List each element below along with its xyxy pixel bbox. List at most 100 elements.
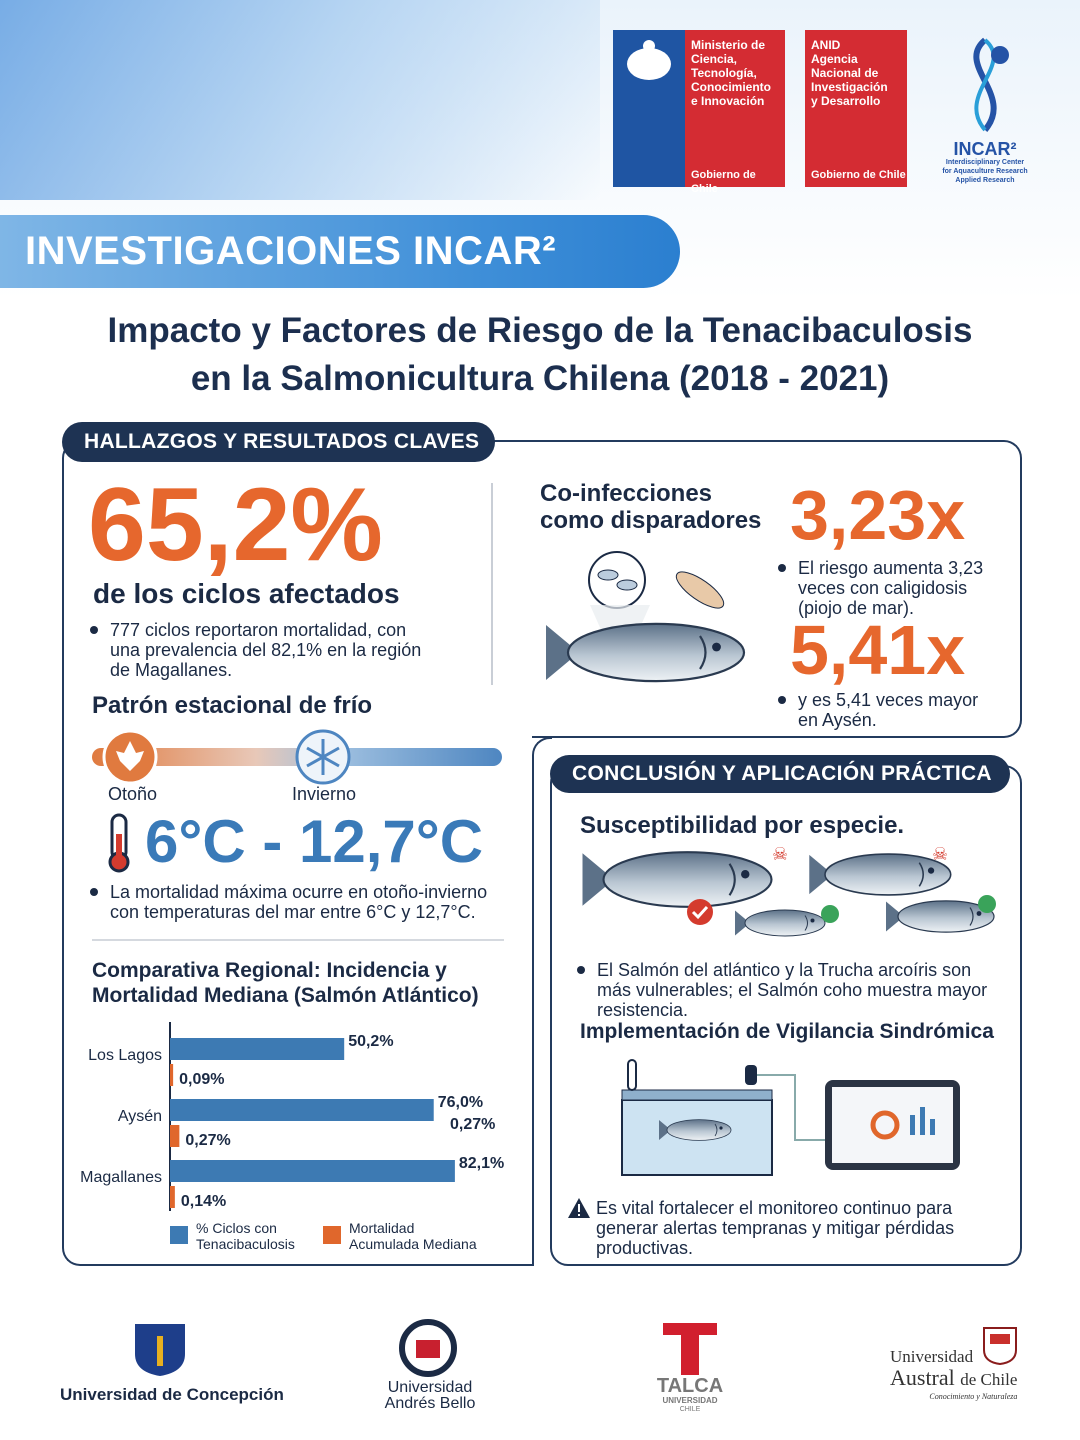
coinfection-illustration xyxy=(544,551,746,683)
autumn-icon xyxy=(102,729,158,785)
risk-figure: 5,41x xyxy=(790,611,966,689)
legend-label: % Ciclos con Tenacibaculosis xyxy=(196,1220,295,1252)
bar xyxy=(170,1186,175,1208)
utalca-emblem xyxy=(663,1323,717,1375)
coinfection-panel xyxy=(532,440,1022,738)
footer-logo-text: Austral xyxy=(890,1365,955,1390)
banner: INVESTIGACIONES INCAR² xyxy=(0,215,680,288)
unab-emblem xyxy=(399,1319,457,1377)
value-label: 50,2% xyxy=(348,1033,393,1050)
susceptibility-title: Susceptibilidad por especie. xyxy=(580,812,905,839)
value-label: 76,0% xyxy=(438,1094,483,1111)
logo-line: e Innovación xyxy=(691,94,765,108)
udec-shield xyxy=(135,1324,185,1376)
bar xyxy=(170,1038,345,1060)
surveillance-illustration xyxy=(621,1059,960,1176)
title-line: Impacto y Factores de Riesgo de la Tenac… xyxy=(107,311,973,350)
bar xyxy=(170,1064,174,1086)
logo-footer: Gobierno de Chile xyxy=(811,169,906,181)
footer-logo-text: Andrés Bello xyxy=(384,1395,476,1412)
chart: Los Lagos 50,2% 0,09% Aysén 76,0% 0,27% Magall… xyxy=(80,1022,504,1211)
incar-logo: INCAR² Interdisciplinary Center for Aqua… xyxy=(925,35,1045,200)
logo-line: Ciencia, xyxy=(691,52,738,66)
findings-panel xyxy=(62,440,534,1266)
season-label: Invierno xyxy=(292,784,357,804)
anid-logo: ANID Agencia Nacional de Investigación y… xyxy=(805,30,907,187)
bar xyxy=(170,1160,455,1182)
season-label: Otoño xyxy=(108,784,158,804)
logo-line: Agencia xyxy=(811,52,858,66)
footer-logo-text: CHILE xyxy=(679,1406,701,1413)
seasonal-title: Patrón estacional de frío xyxy=(92,692,373,719)
footer-logo-text: Universidad xyxy=(890,1347,974,1366)
legend-swatch xyxy=(170,1226,188,1244)
logo-line: ANID xyxy=(811,38,841,52)
incar-line: Interdisciplinary Center xyxy=(945,159,1025,166)
logo-footer: Gobierno de Chile xyxy=(691,169,756,195)
title-line: en la Salmonicultura Chilena (2018 - 202… xyxy=(190,359,890,398)
logo-line: Tecnología, xyxy=(691,66,757,80)
footer-logo-text: UNIVERSIDAD xyxy=(662,1396,718,1405)
divider xyxy=(491,483,493,685)
headline-note: 777 ciclos reportaron mortalidad, con un… xyxy=(88,620,438,680)
warning-text: Es vital fortalecer el monitoreo continu… xyxy=(596,1198,955,1258)
headline-stat: 65,2% xyxy=(88,467,383,583)
value-label: 0,09% xyxy=(179,1071,224,1088)
risk-note: y es 5,41 veces mayor en Aysén. xyxy=(776,690,996,730)
y-tick-label: Aysén xyxy=(118,1108,162,1125)
value-label: 0,14% xyxy=(181,1193,226,1210)
bar xyxy=(170,1125,180,1147)
footer-logo-text: Conocimiento y Naturaleza xyxy=(929,1392,1018,1401)
risk-note: El riesgo aumenta 3,23 veces con caligid… xyxy=(776,558,996,618)
footer-logo-text: Universidad de Concepción xyxy=(60,1385,284,1404)
thermometer xyxy=(108,813,130,873)
utalca-logo: TALCA UNIVERSIDAD CHILE xyxy=(640,1376,740,1414)
incar-line: for Aquaculture Research xyxy=(942,168,1028,175)
annotation: 0,27% xyxy=(450,1116,495,1133)
svg-text:☠: ☠ xyxy=(932,844,948,864)
legend-label: Mortalidad Acumulada Mediana xyxy=(349,1220,477,1252)
incar-line: Applied Research xyxy=(955,177,1015,184)
y-tick-label: Magallanes xyxy=(80,1169,162,1186)
surveillance-title: Implementación de Vigilancia Sindrómica xyxy=(580,1020,994,1043)
logo-line: Ministerio de xyxy=(691,38,766,52)
title: Impacto y Factores de Riesgo de la Tenac… xyxy=(0,307,1080,403)
footer-logo-text: TALCA xyxy=(656,1375,724,1397)
svg-text:☠: ☠ xyxy=(772,844,788,864)
ministry-logo: Ministerio de Ciencia, Tecnología, Conoc… xyxy=(613,30,785,195)
uach-logo: Universidad Austral de Chile Conocimient… xyxy=(890,1347,1018,1402)
logo-line: y Desarrollo xyxy=(811,94,881,108)
value-label: 82,1% xyxy=(459,1155,504,1172)
panel-edge xyxy=(532,737,552,1266)
value-label: 0,27% xyxy=(185,1132,230,1149)
section-title: HALLAZGOS Y RESULTADOS CLAVES xyxy=(62,422,495,462)
incar-emblem xyxy=(973,37,1009,132)
footer-logo-text: de Chile xyxy=(960,1370,1018,1389)
headline-caption: de los ciclos afectados xyxy=(93,578,400,609)
logo-line: Conocimiento xyxy=(691,80,771,94)
section-title: CONCLUSIÓN Y APLICACIÓN PRÁCTICA xyxy=(550,755,1010,793)
logo-line: Investigación xyxy=(811,80,888,94)
logo-line: Nacional de xyxy=(811,66,879,80)
warning-icon xyxy=(568,1198,590,1218)
bar xyxy=(170,1099,434,1121)
seasonal-note: La mortalidad máxima ocurre en otoño-inv… xyxy=(88,882,508,922)
coinfection-title: Co-infecciones como disparadores xyxy=(540,480,762,534)
susceptibility-note: El Salmón del atlántico y la Trucha arco… xyxy=(575,960,995,1020)
footer-logo-text: Universidad xyxy=(387,1379,473,1396)
chart-title: Comparativa Regional: Incidencia y Morta… xyxy=(92,959,479,1007)
species-illustration: ☠ ☠ xyxy=(581,844,996,937)
uach-shield xyxy=(983,1327,1017,1366)
y-tick-label: Los Lagos xyxy=(88,1047,162,1064)
temperature-range: 6°C - 12,7°C xyxy=(145,808,484,875)
winter-icon xyxy=(295,729,351,785)
panel-joint xyxy=(520,737,534,1266)
legend-swatch xyxy=(323,1226,341,1244)
separator xyxy=(92,939,504,941)
risk-figure: 3,23x xyxy=(790,476,966,554)
emblem xyxy=(627,40,671,80)
unab-logo: Universidad Andrés Bello xyxy=(365,1380,495,1412)
incar-name: INCAR² xyxy=(953,139,1017,159)
